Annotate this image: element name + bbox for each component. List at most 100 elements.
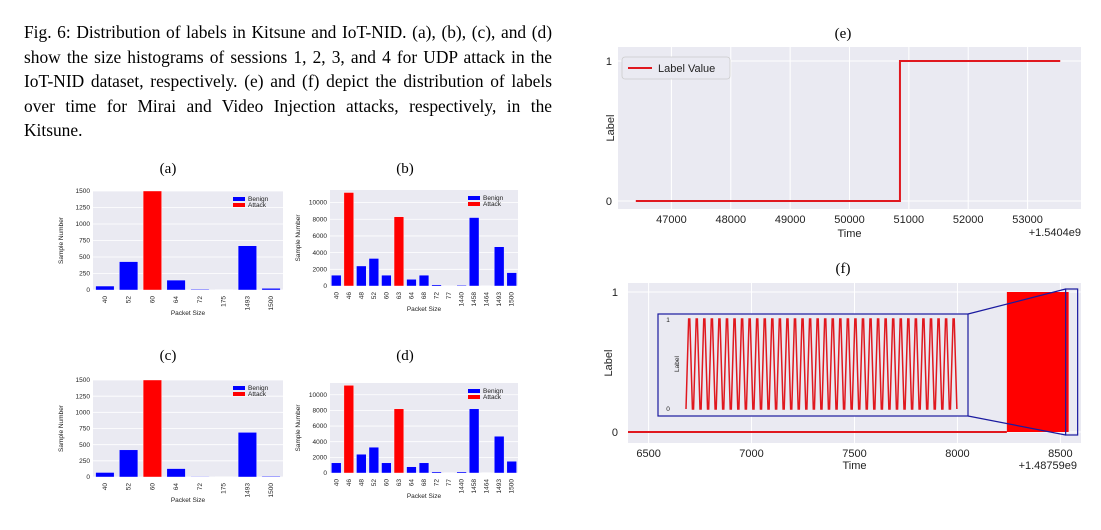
x-tick-label: 40 (102, 296, 109, 304)
chart-d-plot: 0 2000 4000 6000 8000 10000 40 46 48 52 60 63 64 68 72… (295, 383, 518, 500)
bar-1493 (494, 436, 505, 474)
y-tick-label: 1500 (76, 377, 91, 384)
y-tick-label: 1 (612, 287, 618, 299)
bar-52 (368, 258, 379, 287)
x-tick-label: 7500 (842, 448, 866, 460)
y-tick-label: 4000 (313, 250, 328, 257)
bar-1493 (494, 246, 505, 287)
bar-68 (418, 462, 430, 474)
bar-60 (142, 379, 162, 478)
bar-1458 (469, 408, 480, 474)
x-tick-label: 6500 (636, 448, 660, 460)
legend-swatch-benign (233, 197, 245, 201)
bar-60 (142, 190, 162, 291)
bar-60 (381, 462, 392, 474)
legend-label-attack: Attack (483, 201, 502, 208)
y-tick-label: 750 (79, 426, 90, 433)
y-tick-label: 2000 (313, 455, 328, 462)
chart-f-plot: 6500 7000 7500 8000 8500 0 1 1 0 Label Time +1.4875… (603, 283, 1081, 472)
x-tick-label: 40 (102, 483, 109, 491)
x-tick-label: 60 (149, 483, 156, 491)
y-tick-label: 1250 (76, 205, 91, 212)
x-tick-label: 64 (173, 483, 180, 491)
y-tick-label: 1 (606, 56, 612, 68)
legend-swatch-attack (468, 395, 480, 399)
chart-f: (f) 6500 7000 7500 8000 8500 0 1 1 0 Label Time +1.… (603, 261, 1081, 472)
y-axis-label: Sample Number (58, 216, 65, 264)
x-tick-label: 49000 (775, 214, 806, 226)
x-tick-label: 63 (396, 292, 403, 300)
x-tick-label: 64 (408, 479, 415, 487)
y-axis-label: Label (605, 115, 617, 142)
x-tick-label: 40 (333, 292, 340, 300)
legend-label-benign: Benign (483, 388, 504, 395)
x-tick-label: 68 (421, 479, 428, 487)
y-tick-label: 8000 (313, 216, 328, 223)
x-tick-label: 1493 (244, 296, 251, 311)
bar-48 (356, 454, 367, 474)
x-tick-label: 1493 (244, 483, 251, 498)
y-tick-label: 1000 (76, 221, 91, 228)
legend-swatch-attack (468, 202, 480, 206)
panel-label-b: (b) (396, 161, 414, 177)
x-tick-label: 60 (383, 292, 390, 300)
chart-a: (a) 0 250 500 750 1000 1250 1500 40 52 60 64 72 175 1… (58, 161, 283, 317)
y-tick-label: 1500 (76, 188, 91, 195)
x-tick-label: 175 (221, 296, 228, 307)
x-axis-label: Packet Size (171, 497, 206, 504)
x-tick-label: 50000 (834, 214, 865, 226)
x-tick-label: 1440 (459, 292, 466, 307)
x-tick-label: 1464 (484, 292, 491, 307)
legend-label-attack: Attack (248, 391, 267, 398)
bar-46 (343, 192, 354, 287)
inset-y-tick-label: 0 (666, 406, 670, 413)
y-tick-label: 250 (79, 458, 90, 465)
bar-72 (431, 284, 442, 287)
x-tick-label: 52 (371, 292, 378, 300)
bar-40 (331, 462, 342, 474)
bar-1500 (261, 288, 281, 291)
x-tick-label: 72 (434, 292, 441, 300)
y-tick-label: 1250 (76, 393, 91, 400)
legend-swatch-benign (233, 386, 245, 390)
bar-64 (406, 466, 417, 474)
legend-label-attack: Attack (483, 394, 502, 401)
legend-box (621, 56, 731, 80)
chart-d: (d) 0 2000 4000 6000 8000 10000 40 46 48 52 60 63 64… (295, 348, 518, 500)
x-tick-label: 1500 (509, 479, 516, 494)
bar-1458 (469, 217, 480, 287)
y-axis-label: Sample Number (295, 404, 302, 452)
x-tick-label: 72 (434, 479, 441, 487)
zoom-box (1065, 288, 1079, 436)
x-tick-label: 53000 (1012, 214, 1043, 226)
bar-1493 (237, 245, 257, 291)
x-tick-label: 68 (421, 292, 428, 300)
x-tick-label: 52000 (953, 214, 984, 226)
bar-72 (190, 476, 210, 478)
bar-40 (95, 472, 115, 478)
x-tick-label: 1493 (496, 479, 503, 494)
chart-b-plot: 0 2000 4000 6000 8000 10000 40 46 48 52 60 63 64 68 72… (295, 190, 518, 313)
figure-caption: Fig. 6: Distribution of labels in Kitsun… (24, 22, 552, 140)
x-tick-label: 1440 (459, 479, 466, 494)
x-tick-label: 72 (197, 483, 204, 491)
chart-c-plot: 0 250 500 750 1000 1250 1500 40 52 60 64 72 175 1493 1… (58, 377, 283, 504)
x-axis-label: Packet Size (407, 493, 442, 500)
x-tick-label: 77 (446, 292, 453, 300)
bar-60 (381, 274, 392, 287)
x-offset-label: +1.48759e9 (1019, 460, 1077, 472)
bar-63 (393, 408, 405, 474)
legend-swatch-benign (468, 389, 480, 393)
chart-e: (e) 47000 48000 49000 50000 51000 52000 53000 0… (605, 26, 1081, 240)
y-tick-label: 0 (323, 470, 327, 477)
bar-52 (368, 446, 379, 474)
y-tick-label: 500 (79, 442, 90, 449)
y-tick-label: 8000 (313, 408, 328, 415)
legend-label-value: Label Value (658, 63, 715, 75)
legend-label-benign: Benign (483, 195, 504, 202)
x-tick-label: 175 (221, 483, 228, 494)
x-tick-label: 63 (396, 479, 403, 487)
bar-46 (343, 385, 354, 474)
y-tick-label: 750 (79, 238, 90, 245)
bar-72 (431, 471, 442, 474)
